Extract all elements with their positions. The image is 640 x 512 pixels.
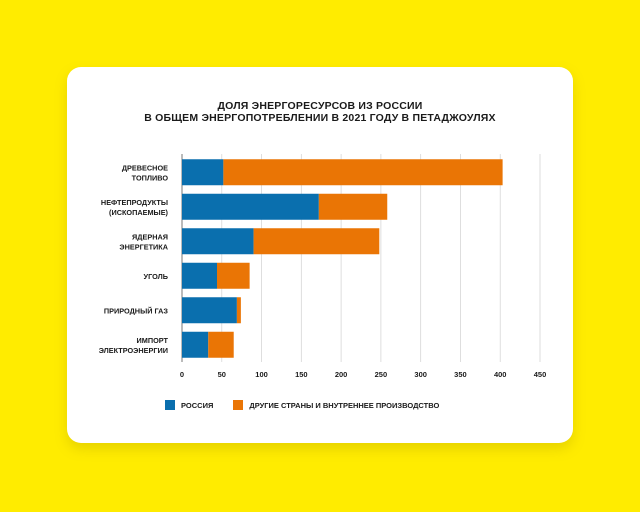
x-tick-label-50: 50 [218, 370, 226, 379]
category-label-0-line-0: ДРЕВЕСНОЕ [122, 163, 168, 172]
x-tick-label-450: 450 [534, 370, 547, 379]
bar-russia-5 [182, 331, 209, 358]
bar-russia-4 [182, 297, 237, 324]
chart-card [67, 67, 573, 443]
category-label-0-line-1: ТОПЛИВО [132, 173, 169, 182]
legend-item-other: ДРУГИЕ СТРАНЫ И ВНУТРЕННЕЕ ПРОИЗВОДСТВО [233, 400, 439, 410]
bar-other-2 [253, 228, 380, 255]
x-tick-label-150: 150 [295, 370, 308, 379]
legend-item-russia: РОССИЯ [165, 400, 213, 410]
x-tick-label-100: 100 [255, 370, 268, 379]
chart-title-line-1: ДОЛЯ ЭНЕРГОРЕСУРСОВ ИЗ РОССИИ [217, 100, 423, 112]
bar-russia-2 [182, 228, 254, 255]
bar-other-4 [236, 297, 241, 324]
chart-title-line-2: В ОБЩЕМ ЭНЕРГОПОТРЕБЛЕНИИ В 2021 ГОДУ В … [144, 112, 496, 124]
category-label-1-line-0: НЕФТЕПРОДУКТЫ [101, 198, 168, 207]
legend-label-russia: РОССИЯ [181, 400, 214, 410]
category-label-5-line-0: ИМПОРТ [137, 336, 169, 345]
category-label-2-line-1: ЭНЕРГЕТИКА [119, 242, 168, 251]
category-label-3-line-0: УГОЛЬ [144, 272, 168, 281]
legend-label-other: ДРУГИЕ СТРАНЫ И ВНУТРЕННЕЕ ПРОИЗВОДСТВО [249, 400, 440, 410]
legend: РОССИЯ ДРУГИЕ СТРАНЫ И ВНУТРЕННЕЕ ПРОИЗВ… [165, 400, 439, 410]
category-label-2-line-0: ЯДЕРНАЯ [132, 232, 168, 241]
x-tick-label-200: 200 [335, 370, 348, 379]
category-label-5-line-1: ЭЛЕКТРОЭНЕРГИИ [99, 346, 168, 355]
x-tick-label-350: 350 [454, 370, 467, 379]
x-tick-label-0: 0 [180, 370, 184, 379]
legend-swatch-other [233, 400, 244, 410]
bar-other-0 [223, 159, 503, 186]
category-label-4-line-0: ПРИРОДНЫЙ ГАЗ [104, 306, 169, 315]
x-tick-label-400: 400 [494, 370, 507, 379]
category-label-1-line-1: (ИСКОПАЕМЫЕ) [109, 208, 169, 217]
x-tick-label-250: 250 [375, 370, 388, 379]
chart-title: ДОЛЯ ЭНЕРГОРЕСУРСОВ ИЗ РОССИИ В ОБЩЕМ ЭН… [67, 100, 573, 124]
bar-russia-0 [182, 159, 224, 186]
bar-russia-1 [182, 193, 319, 220]
bar-other-3 [217, 262, 250, 289]
bar-other-5 [208, 331, 234, 358]
legend-swatch-russia [165, 400, 175, 410]
bar-russia-3 [182, 262, 218, 289]
bar-other-1 [318, 193, 388, 220]
x-tick-label-300: 300 [414, 370, 427, 379]
